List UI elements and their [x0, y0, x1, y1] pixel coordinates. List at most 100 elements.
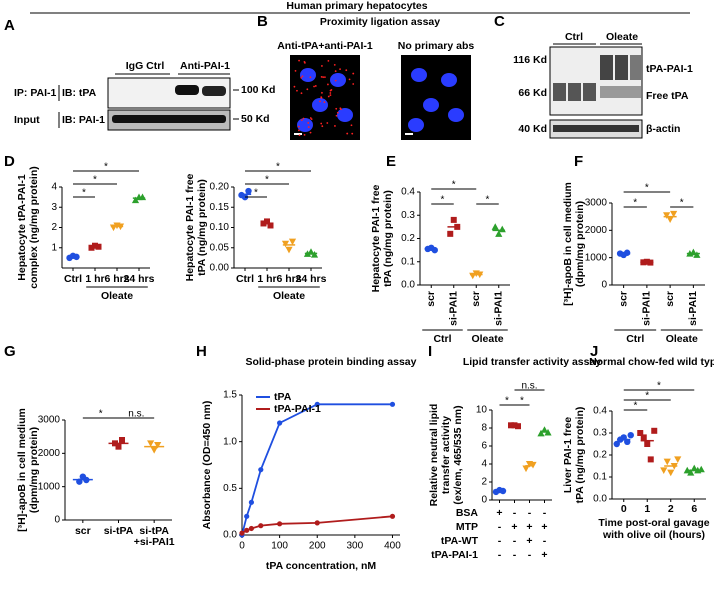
data-point	[447, 230, 454, 237]
x-tick-label: si-tPA	[139, 525, 169, 537]
x-tick-label: 100	[271, 541, 288, 552]
pla-signal	[322, 76, 325, 79]
pla-signal	[309, 117, 312, 119]
condition-label: tPA-PAI-1	[431, 549, 478, 561]
row-label: Input	[14, 114, 40, 126]
group-label: Oleate	[101, 290, 133, 302]
y-tick-label: 3	[51, 202, 57, 213]
y-tick-label: 8	[481, 423, 487, 434]
nucleus	[423, 98, 439, 112]
band-label: Free tPA	[646, 90, 689, 102]
y-tick-label: 1.0	[223, 436, 237, 447]
condition-sign: +	[541, 521, 547, 533]
band	[553, 125, 639, 132]
y-tick-label: 1000	[585, 252, 608, 263]
pla-signal	[334, 70, 337, 73]
y-axis-label: (ex/em, 465/535 nm)	[452, 405, 464, 504]
pla-signal	[298, 134, 301, 137]
pla-signal	[300, 92, 303, 95]
size-marker: 116 Kd	[513, 54, 547, 66]
size-marker: 100 Kd	[241, 84, 275, 96]
pla-signal	[301, 75, 304, 78]
pla-signal	[348, 78, 351, 81]
pla-signal	[334, 125, 336, 127]
condition-sign: -	[513, 507, 517, 519]
x-tick-label: scr	[617, 291, 629, 307]
y-tick-label: 3000	[38, 415, 61, 426]
pla-signal	[309, 131, 312, 134]
x-tick-label: si-PAI1	[687, 291, 699, 326]
data-point	[150, 447, 158, 454]
data-point	[627, 432, 634, 439]
data-point	[613, 440, 620, 448]
y-tick-label: 0.2	[593, 450, 607, 461]
pla-signal	[327, 83, 329, 86]
y-tick-label: 3000	[585, 198, 608, 209]
panel-label: H	[196, 343, 207, 360]
significance-label: *	[680, 198, 684, 209]
x-tick-label: si-tPA	[104, 525, 134, 537]
significance-label: *	[505, 396, 509, 407]
data-point	[389, 513, 396, 519]
significance-label: *	[82, 188, 86, 199]
pla-signal	[307, 122, 310, 124]
x-tick-label: +si-PAI1	[134, 536, 175, 548]
x-tick-label: 1 hr	[85, 273, 104, 285]
data-point	[277, 420, 283, 426]
x-tick-label: Ctrl	[236, 273, 254, 285]
data-point	[314, 401, 320, 407]
y-tick-label: 0.0	[223, 530, 237, 541]
data-point	[522, 465, 530, 473]
data-point	[693, 251, 701, 258]
pla-signal	[313, 85, 315, 88]
pla-signal	[294, 69, 297, 72]
significance-label: *	[452, 180, 456, 191]
nucleus	[441, 73, 457, 87]
data-point	[431, 246, 438, 254]
condition-sign: +	[511, 521, 517, 533]
data-point	[248, 525, 255, 532]
x-tick-label: 2	[668, 503, 674, 515]
capillary-blot	[549, 46, 643, 116]
significance-label: *	[645, 391, 649, 402]
panel-c: Ctrl Oleate 116 Kd 66 Kd 40 Kd tPA-PAI-1…	[513, 31, 693, 139]
condition-sign: -	[498, 535, 502, 547]
pla-signal	[335, 107, 338, 110]
y-tick-label: 2000	[38, 448, 61, 459]
data-point	[92, 242, 98, 249]
x-tick-label: 200	[309, 541, 326, 552]
y-tick-label: 0.5	[223, 483, 237, 494]
data-point	[687, 469, 695, 476]
figure-title: Human primary hepatocytes	[286, 0, 427, 12]
significance-label: *	[254, 188, 258, 199]
data-point	[115, 443, 122, 450]
chart-title: Solid-phase protein binding assay	[246, 356, 417, 368]
pla-signal	[329, 92, 332, 94]
y-tick-label: 0.3	[593, 428, 607, 439]
condition-sign: +	[496, 507, 502, 519]
band	[553, 83, 566, 101]
y-tick-label: 0.1	[401, 256, 415, 267]
data-point	[515, 423, 521, 430]
data-point	[491, 223, 499, 230]
significance-label: *	[520, 396, 524, 407]
y-tick-label: 0.05	[210, 242, 230, 253]
y-axis-label: [³H]-apoB in cell medium	[16, 408, 28, 532]
condition-sign: -	[543, 507, 547, 519]
data-point	[623, 249, 631, 256]
pla-signal	[314, 85, 317, 87]
condition-sign: -	[528, 549, 532, 561]
y-tick-label: 0.3	[401, 210, 415, 221]
data-point	[667, 469, 675, 477]
data-point	[690, 464, 698, 472]
x-tick-label: 1	[644, 503, 650, 515]
data-point	[285, 246, 293, 254]
band	[600, 55, 613, 80]
significance-label: n.s.	[128, 409, 144, 420]
y-axis-label: (dpm/mg protein)	[574, 201, 586, 287]
group-label: Ctrl	[565, 31, 583, 43]
x-tick-label: 400	[384, 541, 401, 552]
y-axis-label: tPA (ng/mg protein)	[574, 407, 586, 504]
x-axis-label: tPA concentration, nM	[266, 560, 377, 572]
pla-signal	[303, 60, 306, 63]
